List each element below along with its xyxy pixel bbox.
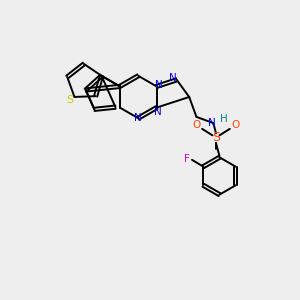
- Text: H: H: [220, 114, 228, 124]
- Text: N: N: [134, 113, 142, 123]
- Text: S: S: [67, 95, 73, 105]
- Text: N: N: [169, 74, 177, 83]
- Text: O: O: [232, 120, 240, 130]
- Text: F: F: [184, 154, 190, 164]
- Text: N: N: [208, 118, 216, 128]
- Text: S: S: [212, 131, 220, 144]
- Text: N: N: [154, 107, 162, 117]
- Text: N: N: [155, 80, 163, 90]
- Text: O: O: [192, 120, 200, 130]
